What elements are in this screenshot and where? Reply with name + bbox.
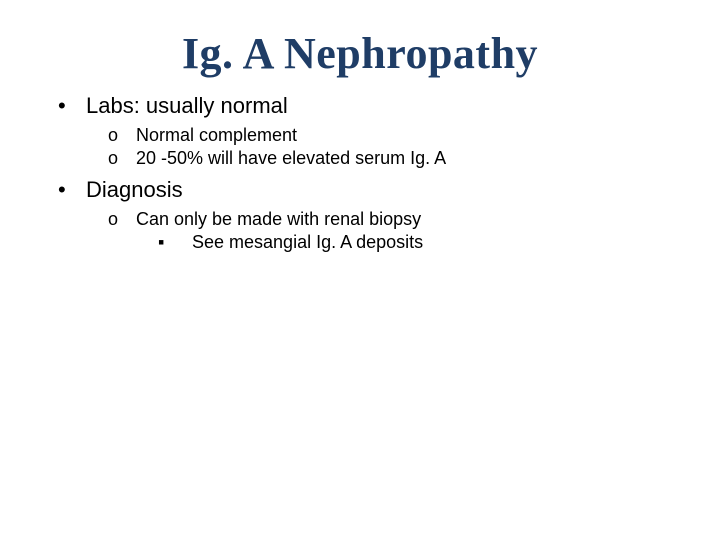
bullet-level2: oCan only be made with renal biopsy xyxy=(108,209,680,230)
bullet-marker: ▪ xyxy=(158,232,192,253)
bullet-text: Labs: usually normal xyxy=(86,93,288,118)
bullet-text: Can only be made with renal biopsy xyxy=(136,209,421,229)
bullet-text: Diagnosis xyxy=(86,177,183,202)
bullet-marker: • xyxy=(58,93,86,119)
bullet-level2: oNormal complement xyxy=(108,125,680,146)
bullet-level2: o20 -50% will have elevated serum Ig. A xyxy=(108,148,680,169)
slide-title: Ig. A Nephropathy xyxy=(40,28,680,79)
bullet-text: See mesangial Ig. A deposits xyxy=(192,232,423,252)
bullet-text: Normal complement xyxy=(136,125,297,145)
slide-body: •Labs: usually normal oNormal complement… xyxy=(40,93,680,253)
bullet-marker: o xyxy=(108,148,136,169)
bullet-marker: o xyxy=(108,125,136,146)
bullet-level1: •Diagnosis xyxy=(58,177,680,203)
bullet-marker: • xyxy=(58,177,86,203)
bullet-level3: ▪See mesangial Ig. A deposits xyxy=(158,232,680,253)
bullet-text: 20 -50% will have elevated serum Ig. A xyxy=(136,148,446,168)
bullet-level1: •Labs: usually normal xyxy=(58,93,680,119)
bullet-marker: o xyxy=(108,209,136,230)
slide: Ig. A Nephropathy •Labs: usually normal … xyxy=(0,0,720,540)
